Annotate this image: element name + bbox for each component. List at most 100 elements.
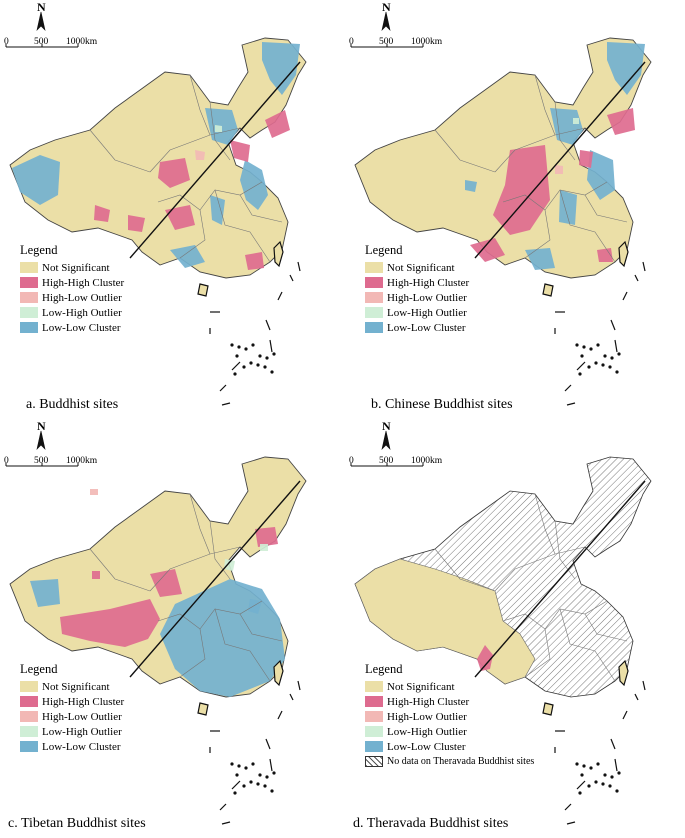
south-sea-island-dot-12 (615, 370, 619, 374)
legend-swatch (365, 262, 383, 273)
cluster-low-high-9 (260, 544, 268, 551)
south-sea-island-dot-3 (596, 343, 600, 347)
island-3 (277, 291, 283, 301)
south-sea-island-dot-6 (617, 352, 621, 356)
north-arrow-icon (381, 430, 391, 450)
south-sea-island-dot-12 (615, 789, 619, 793)
map-a (5, 11, 307, 406)
cluster-high-high-10 (265, 110, 290, 138)
province-boundary-2 (209, 520, 231, 580)
north-label: N (382, 419, 391, 433)
province-boundary-0 (89, 129, 151, 173)
cluster-high-high-11 (94, 205, 110, 222)
island-8 (231, 780, 241, 790)
legend-swatch (365, 307, 383, 318)
south-sea-island-dot-13 (578, 791, 582, 795)
legend-item-high-low: High-Low Outlier (20, 290, 124, 305)
scale-label-0: 0 (4, 456, 9, 466)
south-sea-island-dot-9 (249, 361, 253, 365)
scale-bar (5, 44, 79, 48)
province-boundary-3 (502, 181, 608, 211)
province-boundary-4 (179, 628, 206, 678)
south-sea-island-dot-10 (256, 782, 260, 786)
legend-item-high-low: High-Low Outlier (20, 709, 124, 724)
legend-swatch (20, 741, 38, 752)
island-0 (618, 240, 629, 268)
legend-swatch-hatch (365, 756, 383, 767)
province-boundary-1 (494, 127, 586, 173)
province-boundary-3 (157, 181, 263, 211)
south-sea-island-dot-11 (263, 784, 267, 788)
province-boundary-0 (89, 548, 151, 592)
south-sea-island-dot-9 (594, 780, 598, 784)
south-sea-island-dot-12 (270, 789, 274, 793)
legend-swatch (20, 277, 38, 288)
cluster-high-high-8 (230, 140, 250, 162)
legend-item-high-high: High-High Cluster (365, 694, 534, 709)
legend-item-not-significant: Not Significant (20, 679, 124, 694)
south-sea-island-dot-13 (578, 372, 582, 376)
scale-bar (350, 44, 424, 48)
south-sea-island-dot-13 (233, 791, 237, 795)
south-sea-island-dot-1 (237, 764, 241, 768)
legend-swatch (20, 262, 38, 273)
scale-label-0: 0 (349, 37, 354, 47)
legend-item-low-high: Low-High Outlier (20, 305, 124, 320)
map-panel-a: N 0 500 1000km Legend Not Significant Hi… (0, 0, 342, 419)
legend: Legend Not Significant High-High Cluster… (20, 662, 124, 754)
province-boundary-7 (189, 493, 211, 555)
south-sea-island-dot-5 (265, 356, 269, 360)
cluster-low-low-4 (559, 190, 577, 225)
south-sea-island-dot-9 (249, 780, 253, 784)
north-arrow-icon (381, 11, 391, 31)
cluster-low-low-5 (465, 180, 477, 192)
south-sea-island-dot-11 (608, 365, 612, 369)
cluster-low-low-0 (30, 579, 60, 607)
map-panel-d: N 0 500 1000km Legend Not Significant Hi… (345, 419, 685, 838)
island-3 (622, 710, 628, 720)
island-0 (618, 659, 629, 687)
south-sea-island-dot-9 (594, 361, 598, 365)
island-8 (231, 361, 241, 371)
cluster-high-high-6 (158, 158, 190, 188)
cluster-low-low-1 (262, 42, 300, 95)
south-sea-island-dot-8 (242, 784, 246, 788)
south-sea-island-dot-10 (601, 363, 605, 367)
south-sea-island-dot-5 (265, 775, 269, 779)
province-boundary-6 (239, 613, 283, 642)
island-2 (634, 274, 639, 282)
province-boundary-0 (434, 129, 496, 173)
south-sea-island-dot-8 (587, 784, 591, 788)
legend-item-low-low: Low-Low Cluster (20, 320, 124, 335)
map-panel-b: N 0 500 1000km Legend Not Significant Hi… (345, 0, 685, 419)
island-10 (219, 384, 227, 392)
south-sea-island-dot-4 (258, 773, 262, 777)
south-sea-island-dot-1 (237, 345, 241, 349)
south-sea-island-dot-1 (582, 345, 586, 349)
south-sea-island-dot-7 (580, 773, 584, 777)
south-sea-island-dot-2 (589, 766, 593, 770)
south-sea-island-dot-2 (589, 347, 593, 351)
province-boundary-5 (559, 608, 616, 682)
cluster-high-high-6 (92, 571, 100, 579)
island-6 (265, 738, 271, 750)
hu-line (474, 480, 646, 678)
scale-bar (5, 463, 79, 467)
province-boundary-2 (554, 101, 576, 161)
province-boundary-6 (584, 613, 628, 642)
cluster-high-high-3 (60, 599, 160, 647)
cluster-high-low-7 (90, 489, 98, 495)
cluster-low-low-1 (550, 108, 583, 145)
north-label: N (37, 419, 46, 433)
legend: Legend Not Significant High-High Cluster… (365, 243, 469, 335)
legend-swatch (20, 292, 38, 303)
island-4 (642, 680, 646, 691)
south-sea-island-dot-0 (230, 762, 234, 766)
legend-item-high-high: High-High Cluster (365, 275, 469, 290)
island-6 (610, 319, 616, 331)
legend-swatch (20, 711, 38, 722)
cluster-high-high-9 (579, 150, 593, 168)
legend-item-low-low: Low-Low Cluster (365, 320, 469, 335)
island-3 (622, 291, 628, 301)
cluster-low-high-14 (215, 125, 222, 132)
